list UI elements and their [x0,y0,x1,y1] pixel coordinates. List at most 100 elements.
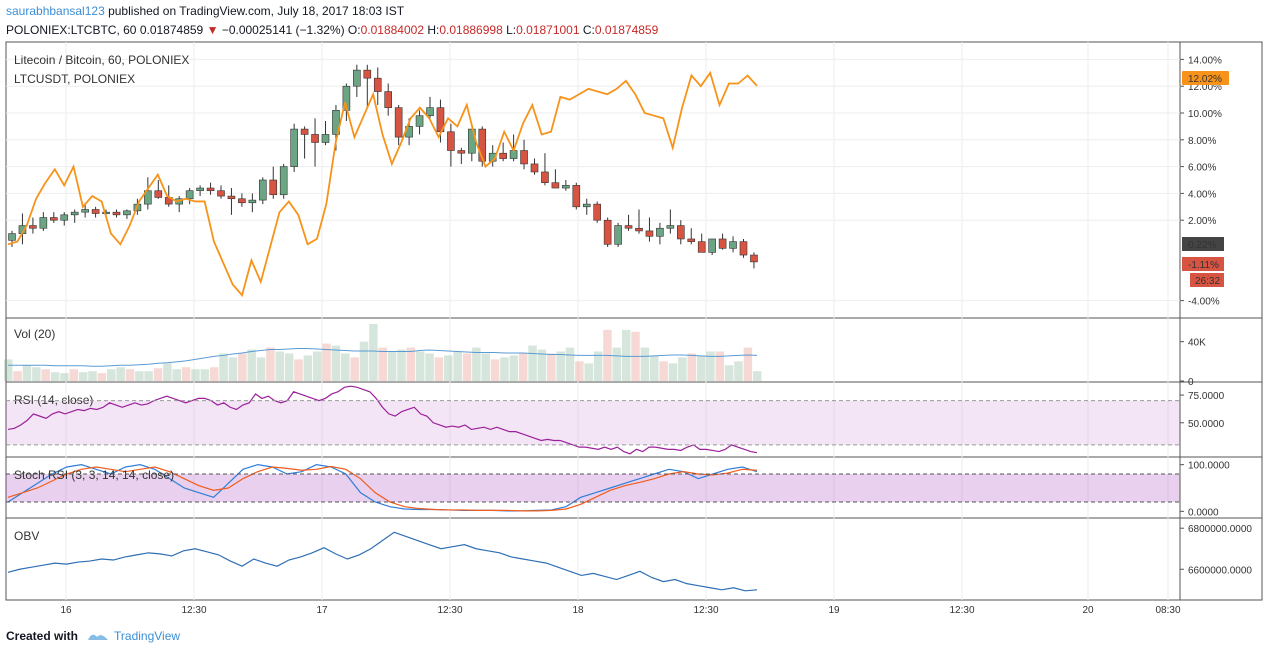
footer: Created with TradingView [6,629,180,643]
volume-bar [472,347,481,381]
obv-pane[interactable]: OBV [7,529,758,592]
volume-bar [593,351,603,381]
volume-bar [50,372,60,381]
volume-bar [163,363,172,381]
compare-series-line [7,70,758,298]
obv-title: OBV [14,529,39,543]
time-tick-label: 19 [828,605,840,616]
tradingview-brand-link[interactable]: TradingView [114,629,181,643]
volume-bar [88,371,97,381]
volume-bar [135,371,144,381]
chart-canvas[interactable]: Litecoin / Bitcoin, 60, POLONIEX LTCUSDT… [0,0,1270,625]
author-link[interactable]: saurabhbansal123 [6,4,105,18]
stoch-title: Stoch RSI (3, 3, 14, 14, close) [14,468,174,482]
change-last-tag [1182,257,1224,271]
candle-body [656,227,664,237]
stoch-band [6,474,1180,502]
main-price-pane[interactable]: Litecoin / Bitcoin, 60, POLONIEX LTCUSDT… [7,53,758,298]
volume-bar [715,351,725,381]
stoch-tick-label: 0.0000 [1188,507,1219,518]
volume-bar [547,353,556,381]
symbol-ohlc-line: POLONIEX:LTCBTC, 60 0.01874859 ▼ −0.0002… [6,23,658,37]
volume-bar [331,345,341,381]
volume-bar [387,351,397,381]
candle-body [70,211,79,216]
compare-last-value: 12.02% [1188,74,1222,85]
candle-body [39,217,48,229]
volume-bar [4,359,13,381]
volume-bar [13,371,22,381]
stoch-k-line [7,464,758,512]
volume-bar [60,373,69,381]
candle-body [123,210,131,216]
candle-body [269,179,278,196]
rsi-pane[interactable]: RSI (14, close) [6,385,1180,455]
candles [8,64,758,269]
candle-body [300,128,309,135]
volume-bar [500,357,509,381]
volume-pane[interactable]: Vol (20) [4,323,762,381]
candle-body [635,227,643,232]
candle-body [29,225,37,229]
price-tick-label: 10.00% [1188,109,1222,120]
candle-body [457,150,466,154]
close-value: 0.01874859 [594,23,659,37]
volume-bar [341,353,350,381]
candle-body [353,69,361,87]
volume-bar [753,371,762,381]
candle-body [478,128,487,162]
price-tick-label: 4.00% [1188,189,1216,200]
volume-bar [444,355,453,381]
candle-body [582,203,591,208]
stoch-rsi-pane[interactable]: Stoch RSI (3, 3, 14, 14, close) [6,464,1180,512]
volume-bar [238,353,247,381]
candle-body [8,233,16,241]
price-change: −0.00025141 (−1.32%) [221,23,345,37]
volume-bar [490,359,500,381]
volume-bar [621,329,631,381]
rsi-tick-label: 75.0000 [1188,391,1225,402]
volume-bar [575,361,584,381]
volume-bar [650,355,659,381]
candle-body [697,241,706,253]
candle-body [447,131,455,151]
volume-bar [125,369,135,381]
time-tick-label: 12:30 [437,605,462,616]
candle-body [185,190,194,200]
volume-bar [462,353,472,381]
candle-body [49,217,58,221]
compare-title: LTCUSDT, POLONIEX [14,72,135,86]
candle-body [687,238,696,242]
price-tick-label: -4.00% [1188,297,1220,308]
main-title: Litecoin / Bitcoin, 60, POLONIEX [14,53,189,67]
candle-body [415,115,424,127]
volume-bar [172,369,182,381]
volume-tick-label: 40K [1188,338,1206,349]
volume-bar [153,368,163,381]
volume-bar [209,367,219,381]
tradingview-logo-icon [88,634,109,640]
candle-body [530,163,539,173]
volume-bar [191,369,200,381]
candle-body [708,238,716,253]
low-value: 0.01871001 [516,23,580,37]
volume-bar [556,351,565,381]
price-tick-label: 8.00% [1188,136,1216,147]
volume-bar [724,365,734,381]
volume-bar [144,371,153,381]
volume-bar [687,353,696,381]
candle-body [520,150,528,165]
candle-body [217,190,225,197]
volume-bars [4,323,762,381]
candle-body [718,238,727,249]
high-label: H: [427,23,440,37]
gridlines [6,42,1180,600]
compare-last-tag [1182,71,1229,85]
candle-body [248,199,257,204]
candle-body [614,225,622,245]
volume-bar [640,347,650,381]
candle-body [384,91,393,108]
bar-timer: 26:32 [1195,276,1220,287]
candle-body [81,209,89,213]
volume-title: Vol (20) [14,327,55,341]
